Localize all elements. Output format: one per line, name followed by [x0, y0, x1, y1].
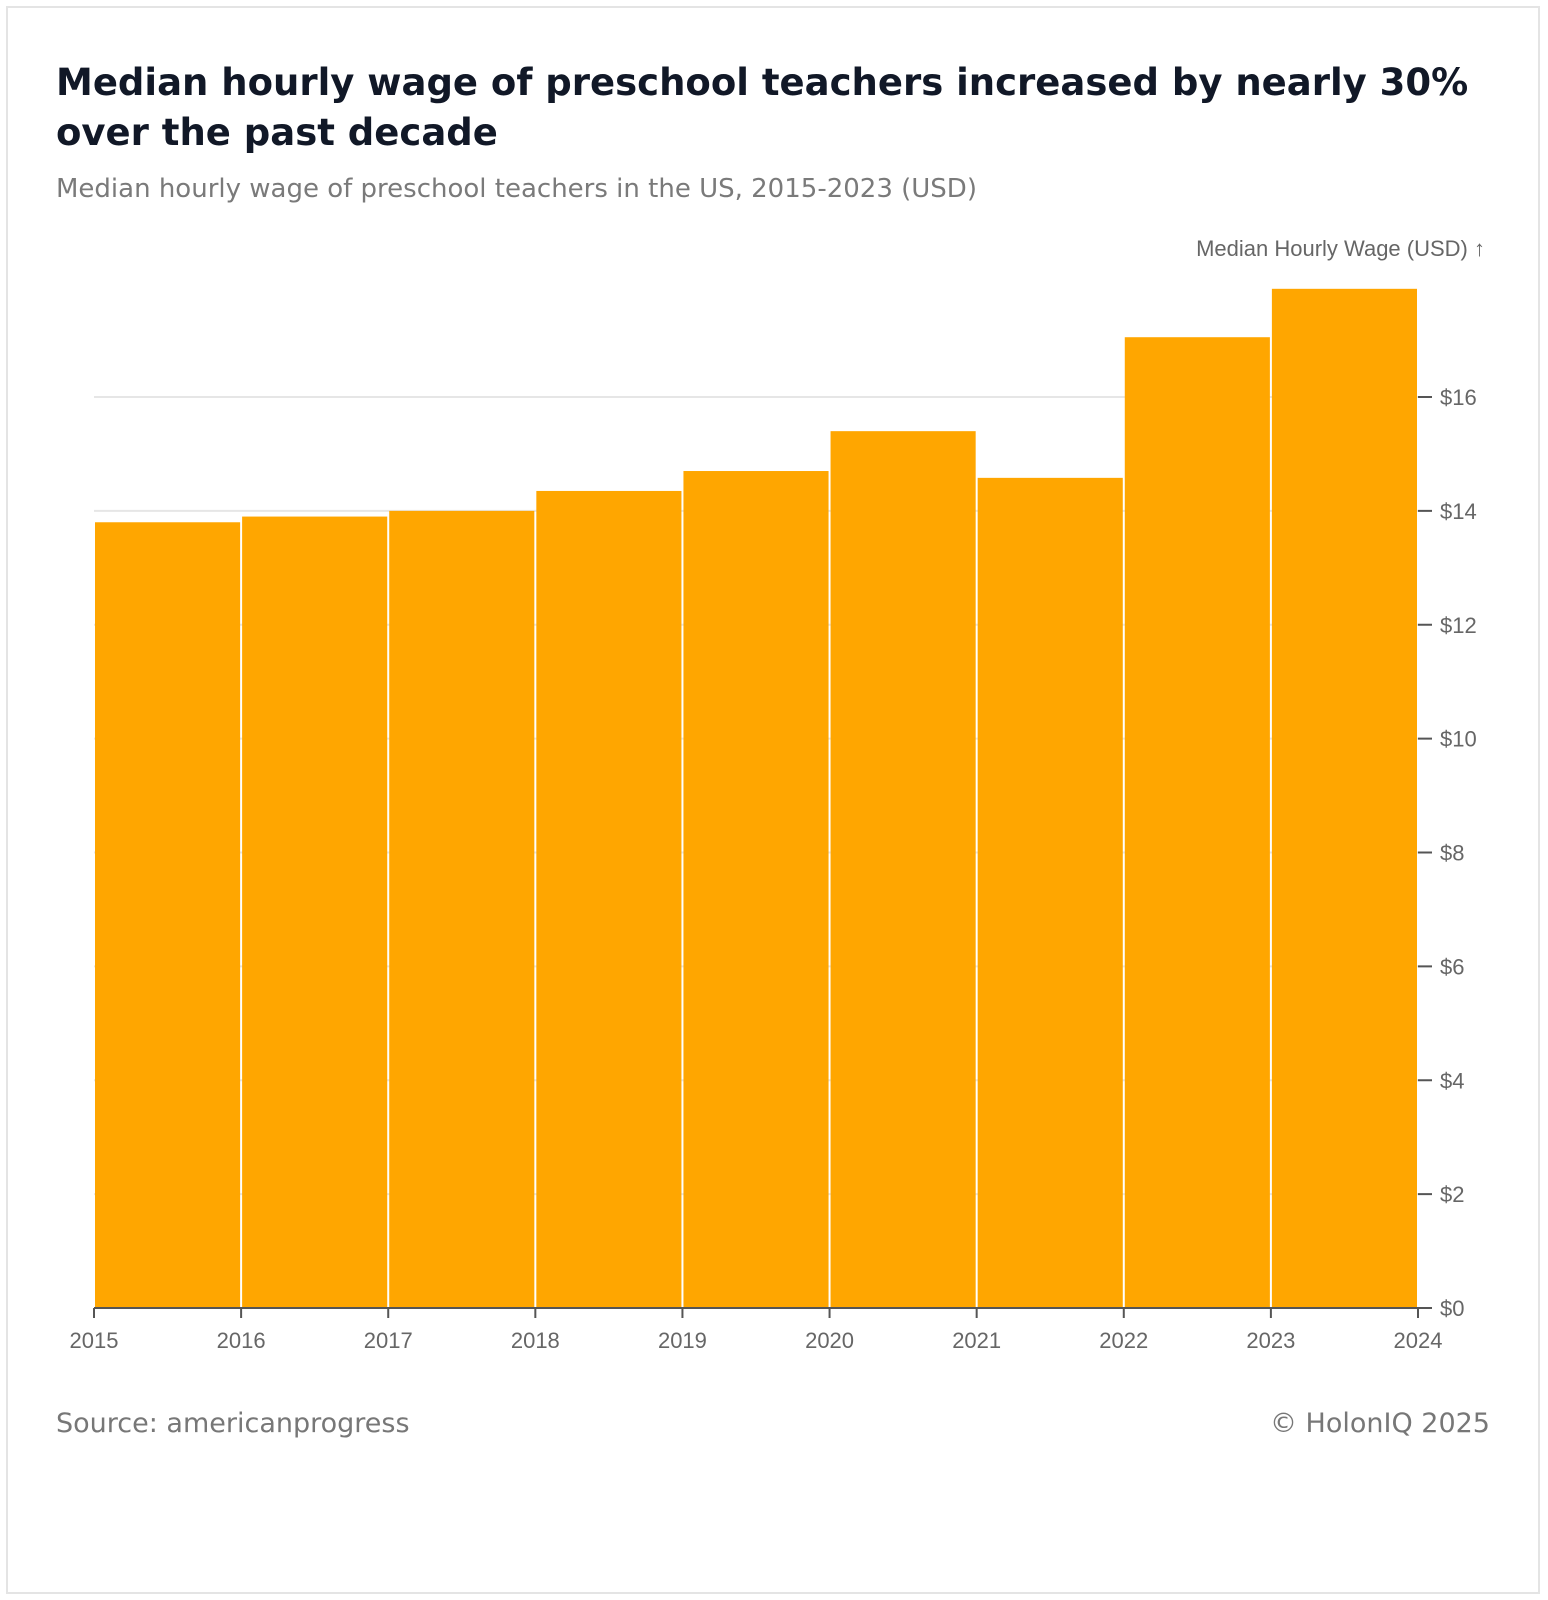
bar-2023	[1271, 288, 1417, 1309]
bar-2022	[1124, 337, 1270, 1308]
y-tick-label: $12	[1440, 613, 1477, 638]
bar-2019	[683, 471, 829, 1308]
y-tick-label: $14	[1440, 499, 1477, 524]
x-tick-label: 2015	[70, 1328, 119, 1353]
y-tick-label: $16	[1440, 385, 1477, 410]
chart-title: Median hourly wage of preschool teachers…	[56, 61, 1469, 154]
bar-2017	[389, 510, 535, 1308]
x-tick-label: 2020	[805, 1328, 854, 1353]
bars	[95, 288, 1417, 1309]
bar-2015	[95, 522, 241, 1308]
y-tick-label: $10	[1440, 727, 1477, 752]
y-tick-label: $6	[1440, 954, 1464, 979]
y-tick-label: $0	[1440, 1296, 1464, 1321]
bar-2016	[242, 516, 388, 1308]
x-tick-label: 2019	[658, 1328, 707, 1353]
copyright-note: © HolonIQ 2025	[1269, 1408, 1490, 1439]
x-tick-label: 2022	[1099, 1328, 1148, 1353]
x-tick-label: 2017	[364, 1328, 413, 1353]
x-tick-label: 2024	[1394, 1328, 1443, 1353]
y-tick-label: $4	[1440, 1068, 1464, 1093]
y-tick-label: $8	[1440, 841, 1464, 866]
x-tick-label: 2018	[511, 1328, 560, 1353]
y-axis-label: Median Hourly Wage (USD) ↑	[1196, 236, 1485, 261]
source-note: Source: americanprogress	[56, 1408, 410, 1439]
bar-chart: 2015 2016 2017 2018 2019 2020 2021 2022 2023 2024…	[70, 236, 1485, 1353]
axes: 2015 2016 2017 2018 2019 2020 2021 2022 2023 2024…	[70, 385, 1477, 1353]
bar-2020	[830, 431, 976, 1309]
chart-subtitle: Median hourly wage of preschool teachers…	[56, 174, 977, 204]
bar-2021	[977, 477, 1123, 1308]
y-tick-label: $2	[1440, 1182, 1464, 1207]
x-tick-label: 2021	[952, 1328, 1001, 1353]
bar-2018	[536, 490, 682, 1308]
x-tick-label: 2023	[1246, 1328, 1295, 1353]
x-tick-label: 2016	[217, 1328, 266, 1353]
